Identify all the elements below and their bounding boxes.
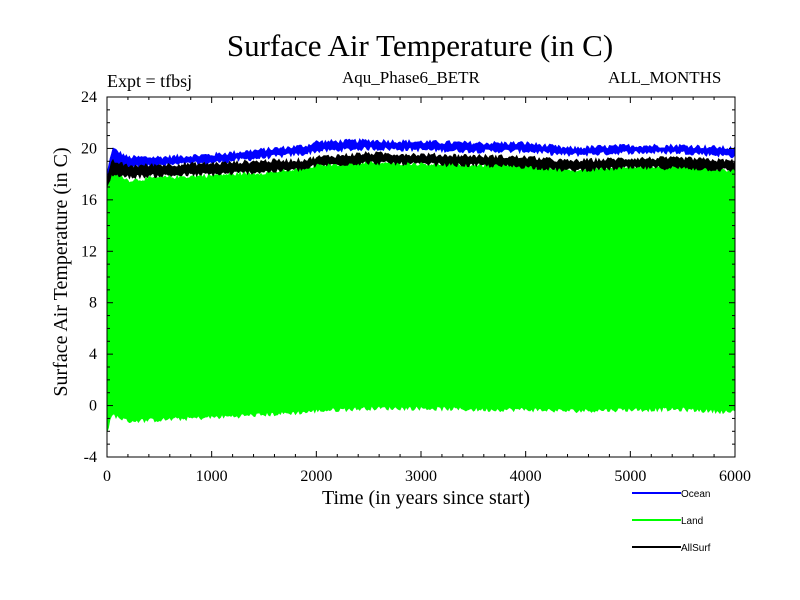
y-axis-label: Surface Air Temperature (in C) xyxy=(50,147,72,396)
period-label: ALL_MONTHS xyxy=(608,68,722,87)
x-tick-label: 1000 xyxy=(196,468,228,485)
x-tick-label: 4000 xyxy=(510,468,542,485)
y-tick-label: 20 xyxy=(81,140,97,157)
x-tick-label: 0 xyxy=(103,468,111,485)
ticks-layer: 0 1000 2000 3000 4000 5000 6000 -4 0 4 8 12 16 20 24 xyxy=(81,89,751,485)
y-tick-label: -4 xyxy=(84,449,97,466)
y-tick-label: 12 xyxy=(81,243,97,260)
legend-label-land: Land xyxy=(681,516,703,527)
legend: Ocean Land AllSurf xyxy=(632,489,711,554)
y-tick-label: 16 xyxy=(81,192,97,209)
y-tick-label: 24 xyxy=(81,89,97,106)
chart-title: Surface Air Temperature (in C) xyxy=(226,28,614,63)
x-tick-label: 6000 xyxy=(719,468,751,485)
y-tick-label: 8 xyxy=(89,295,97,312)
chart-subtitle: Aqu_Phase6_BETR xyxy=(342,68,480,87)
x-tick-label: 3000 xyxy=(405,468,437,485)
series-layer xyxy=(106,138,736,433)
experiment-label: Expt = tfbsj xyxy=(107,71,193,91)
legend-label-ocean: Ocean xyxy=(681,489,710,500)
y-tick-label: 0 xyxy=(89,398,97,415)
series-band-land xyxy=(106,160,736,433)
x-tick-label: 2000 xyxy=(300,468,332,485)
y-tick-label: 4 xyxy=(89,346,97,363)
legend-label-allsurf: AllSurf xyxy=(681,543,711,554)
x-axis-label: Time (in years since start) xyxy=(322,487,530,509)
x-tick-label: 5000 xyxy=(614,468,646,485)
